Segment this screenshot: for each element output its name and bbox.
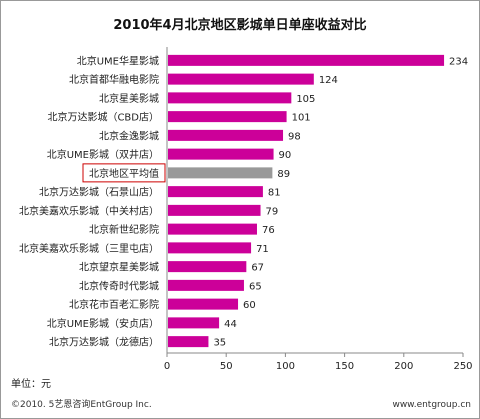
bar xyxy=(168,336,209,348)
bar xyxy=(168,223,257,235)
x-tick-label: 200 xyxy=(394,361,413,372)
category-label: 北京美嘉欢乐影城（中关村店） xyxy=(19,204,159,217)
x-tick-label: 100 xyxy=(276,361,295,372)
value-label: 65 xyxy=(249,281,262,292)
unit-label: 单位：元 xyxy=(11,377,51,390)
category-label: 北京金逸影城 xyxy=(99,129,159,142)
category-label: 北京花市百老汇影院 xyxy=(69,298,159,311)
x-tick-label: 250 xyxy=(453,361,472,372)
bar xyxy=(168,298,239,310)
chart-title: 2010年4月北京地区影城单日单座收益对比 xyxy=(113,17,366,33)
bar xyxy=(168,92,292,104)
bar xyxy=(168,242,252,254)
value-label: 98 xyxy=(288,131,301,142)
bar xyxy=(168,111,287,123)
category-label: 北京星美影城 xyxy=(99,92,159,105)
category-label: 北京UME华星影城 xyxy=(77,54,159,67)
value-label: 76 xyxy=(262,225,275,236)
value-label: 89 xyxy=(277,169,290,180)
bar xyxy=(168,204,261,216)
bar xyxy=(168,186,263,198)
x-tick-label: 150 xyxy=(335,361,354,372)
category-label: 北京万达影城（石景山店） xyxy=(39,186,159,199)
value-label: 124 xyxy=(319,75,338,86)
copyright-text: ©2010. 5艺恩咨询EntGroup Inc. xyxy=(11,398,152,410)
average-highlight-box xyxy=(82,163,166,183)
category-label: 北京望京星美影城 xyxy=(79,261,159,274)
bar xyxy=(168,261,247,273)
plot-area: 0 50 100 150 200 250 北京UME华星影城 234 北京首都华融电影院 124 北… xyxy=(19,47,473,372)
category-label: 北京新世纪影院 xyxy=(89,223,159,236)
category-label: 北京UME影城（安贞店） xyxy=(47,317,159,330)
value-label: 71 xyxy=(256,244,269,255)
category-label: 北京万达影城（CBD店） xyxy=(47,111,159,124)
category-label: 北京万达影城（龙德店） xyxy=(49,336,159,349)
bar xyxy=(168,73,314,85)
value-label: 35 xyxy=(213,338,226,349)
x-tick-label: 50 xyxy=(220,361,233,372)
value-label: 67 xyxy=(251,263,264,274)
value-label: 60 xyxy=(243,300,256,311)
category-label: 北京传奇时代影城 xyxy=(79,279,159,292)
bar xyxy=(168,54,445,66)
category-label: 北京地区平均值 xyxy=(89,167,159,180)
category-label: 北京首都华融电影院 xyxy=(69,73,159,86)
category-label: 北京UME影城（双井店） xyxy=(47,148,159,161)
category-label: 北京美嘉欢乐影城（三里屯店） xyxy=(19,242,159,255)
bar xyxy=(168,317,220,329)
value-label: 101 xyxy=(292,113,311,124)
value-label: 105 xyxy=(296,94,315,105)
bar xyxy=(168,148,274,160)
value-label: 44 xyxy=(224,319,237,330)
value-label: 234 xyxy=(449,56,468,67)
value-label: 79 xyxy=(266,206,279,217)
value-label: 90 xyxy=(279,150,292,161)
bar-average xyxy=(168,167,273,179)
website-text: www.entgroup.cn xyxy=(392,400,471,410)
bar xyxy=(168,279,244,291)
value-label: 81 xyxy=(268,188,281,199)
x-tick-label: 0 xyxy=(164,361,170,372)
bar xyxy=(168,129,284,141)
